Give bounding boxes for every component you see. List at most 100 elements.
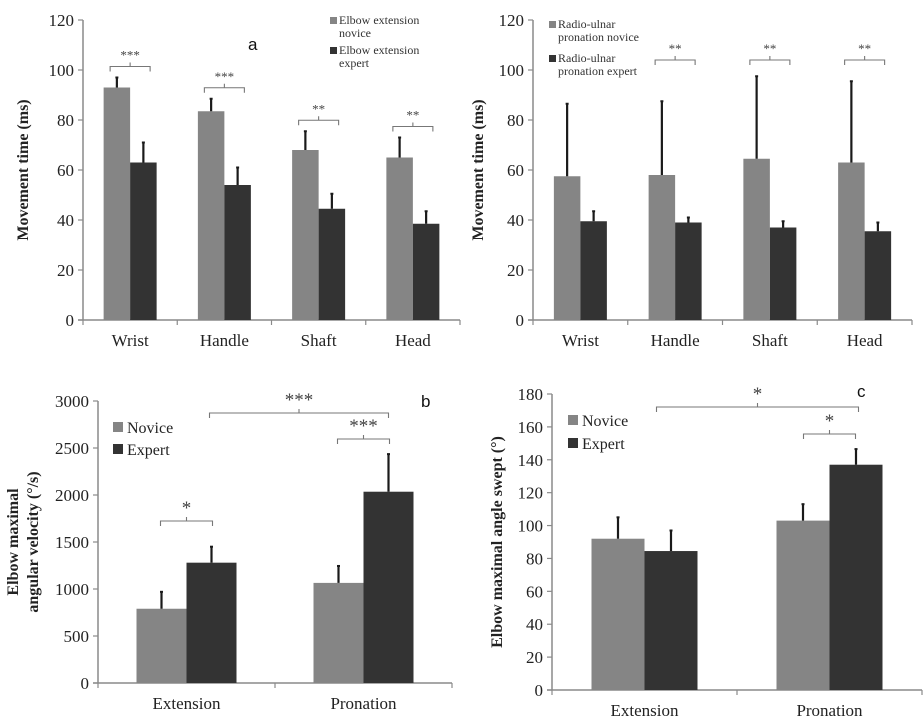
significance-bracket-between-label: *** <box>285 390 314 411</box>
significance-bracket <box>298 116 340 126</box>
significance-bracket <box>203 83 245 93</box>
legend-label: Radio-ulnar <box>558 51 615 65</box>
significance-bracket <box>844 56 886 65</box>
significance-bracket <box>749 56 791 65</box>
significance-bracket-label: ** <box>312 101 325 116</box>
y-tick-label: 20 <box>507 261 524 280</box>
y-tick-label: 60 <box>526 582 543 601</box>
bar-novice <box>313 582 364 683</box>
bar-novice <box>776 520 830 690</box>
significance-bracket <box>654 56 696 65</box>
bar-elbow-extension-novice <box>386 157 413 320</box>
x-tick-label: Head <box>395 331 431 350</box>
y-tick-label: 1000 <box>55 580 89 599</box>
legend-swatch <box>330 47 337 54</box>
legend-swatch <box>113 422 123 432</box>
y-tick-label: 140 <box>518 451 544 470</box>
y-tick-label: 60 <box>57 161 74 180</box>
y-tick-label: 180 <box>518 385 544 404</box>
y-tick-label: 40 <box>507 211 524 230</box>
legend-swatch <box>549 55 556 62</box>
x-tick-label: Handle <box>651 331 700 350</box>
significance-bracket <box>802 430 857 439</box>
significance-bracket-label: *** <box>349 416 378 437</box>
significance-bracket-label: *** <box>215 69 235 84</box>
y-axis-label: Movement time (ms) <box>15 99 32 240</box>
significance-bracket-label: *** <box>120 48 140 63</box>
bar-expert <box>644 551 698 690</box>
y-tick-label: 20 <box>526 648 543 667</box>
y-axis-label: Movement time (ms) <box>470 99 487 240</box>
y-axis-label: Elbow maximal angle swept (°) <box>489 436 506 648</box>
y-tick-label: 100 <box>518 517 544 536</box>
y-axis-label-line: Elbow maximal <box>5 488 22 596</box>
x-tick-label: Shaft <box>301 331 337 350</box>
y-tick-label: 120 <box>499 11 525 30</box>
legend: Novice Expert <box>568 413 628 453</box>
x-tick-label: Extension <box>153 694 221 713</box>
bar-radio-ulnar-pronation-novice <box>743 158 770 320</box>
y-tick-label: 60 <box>507 161 524 180</box>
y-tick-label: 80 <box>57 111 74 130</box>
legend-label: Elbow extension <box>339 13 419 27</box>
legend-label: Radio-ulnar <box>558 17 615 31</box>
x-tick-label: Handle <box>200 331 249 350</box>
x-tick-label: Extension <box>611 701 679 720</box>
significance-bracket-label: ** <box>763 41 776 56</box>
legend-label: Expert <box>127 442 170 459</box>
x-tick-label: Wrist <box>562 331 599 350</box>
legend-label: novice <box>339 26 371 40</box>
bar-expert <box>363 491 414 683</box>
bar-radio-ulnar-pronation-novice <box>553 176 581 320</box>
legend-label: pronation novice <box>558 30 639 44</box>
significance-bracket-label: * <box>182 498 192 519</box>
y-tick-label: 120 <box>518 484 544 503</box>
bar-radio-ulnar-pronation-expert <box>864 231 892 320</box>
x-tick-label: Wrist <box>112 331 149 350</box>
y-tick-label: 0 <box>81 674 90 693</box>
bar-elbow-extension-novice <box>103 87 131 320</box>
legend-swatch <box>568 438 578 448</box>
significance-bracket <box>159 517 214 526</box>
legend-swatch <box>549 21 556 28</box>
y-tick-label: 2500 <box>55 439 89 458</box>
y-tick-label: 0 <box>535 681 544 700</box>
bar-elbow-extension-expert <box>412 223 440 320</box>
legend-label: Novice <box>127 420 173 437</box>
significance-bracket <box>336 435 391 444</box>
significance-bracket-label: * <box>825 411 835 432</box>
significance-bracket <box>109 62 151 72</box>
y-tick-label: 500 <box>64 627 90 646</box>
legend-swatch <box>568 415 578 425</box>
y-tick-label: 3000 <box>55 392 89 411</box>
legend-swatch <box>113 444 123 454</box>
significance-bracket <box>392 122 434 132</box>
y-tick-label: 100 <box>49 61 75 80</box>
y-axis-label-line: angular velocity (°/s) <box>25 471 42 612</box>
y-tick-label: 160 <box>518 418 544 437</box>
bar-novice <box>591 538 645 690</box>
y-tick-label: 0 <box>66 311 75 330</box>
y-tick-label: 80 <box>507 111 524 130</box>
bar-elbow-extension-novice <box>197 111 225 320</box>
bar-expert <box>829 464 883 690</box>
significance-bracket-between <box>208 409 390 418</box>
legend-label: pronation expert <box>558 64 638 78</box>
significance-bracket-between <box>655 403 860 412</box>
x-tick-label: Pronation <box>330 694 397 713</box>
bar-elbow-extension-novice <box>292 150 319 320</box>
y-tick-label: 120 <box>49 11 75 30</box>
significance-bracket-label: ** <box>669 41 682 56</box>
significance-bracket-between-label: * <box>753 384 763 405</box>
panel-label: c <box>857 382 866 401</box>
bar-radio-ulnar-pronation-expert <box>769 227 797 320</box>
x-tick-label: Head <box>847 331 883 350</box>
x-tick-label: Pronation <box>796 701 863 720</box>
legend-label: expert <box>339 56 370 70</box>
chart-c: 0 20 40 60 80 100 120 140 160 180 Extension Pronati… <box>489 382 923 720</box>
y-tick-label: 80 <box>526 549 543 568</box>
legend-label: Expert <box>582 436 625 453</box>
legend-label: Elbow extension <box>339 43 419 57</box>
